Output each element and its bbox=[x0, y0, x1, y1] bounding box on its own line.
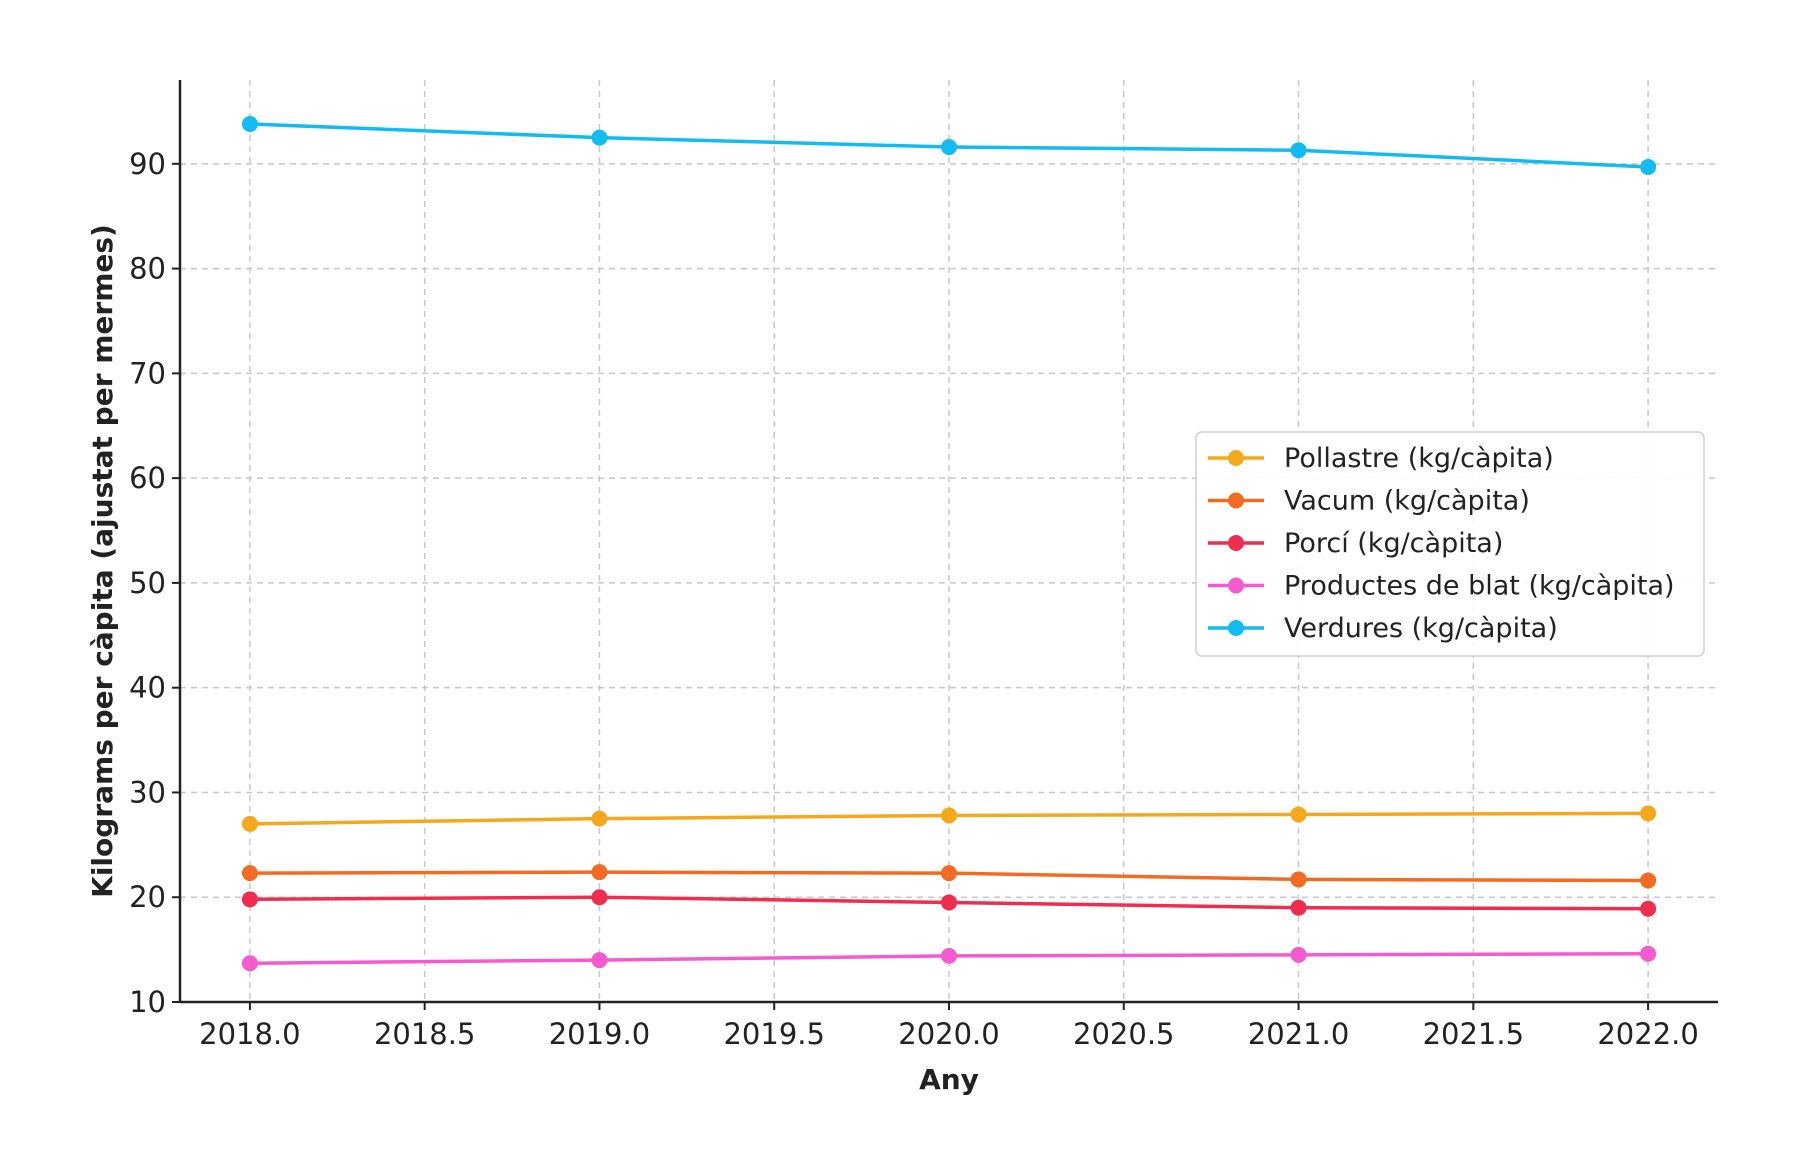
legend-item: Productes de blat (kg/càpita) bbox=[1208, 571, 1675, 602]
series-group bbox=[241, 116, 1657, 175]
legend-label: Vacum (kg/càpita) bbox=[1284, 486, 1530, 517]
data-point bbox=[1290, 871, 1307, 888]
x-tick-label: 2018.5 bbox=[374, 1017, 475, 1051]
data-point bbox=[1290, 806, 1307, 823]
data-point bbox=[1290, 142, 1307, 159]
legend-marker bbox=[1228, 620, 1244, 636]
y-tick-label: 70 bbox=[129, 356, 166, 390]
legend-marker bbox=[1228, 450, 1244, 466]
data-point bbox=[591, 952, 608, 969]
series-group bbox=[241, 805, 1657, 832]
legend-box bbox=[1195, 431, 1705, 657]
data-point bbox=[941, 865, 957, 882]
legend-label: Productes de blat (kg/càpita) bbox=[1284, 571, 1675, 602]
axes: 2018.0 2018.5 2019.0 2019.5 2020.0 2020.5 2021… bbox=[86, 80, 1718, 1096]
data-point bbox=[241, 116, 258, 133]
data-point bbox=[1640, 900, 1657, 917]
y-tick-label: 50 bbox=[129, 566, 166, 600]
series-group bbox=[241, 945, 1657, 972]
legend-marker bbox=[1228, 577, 1244, 594]
data-point bbox=[591, 810, 608, 827]
data-point bbox=[241, 865, 258, 882]
data-point bbox=[591, 864, 608, 881]
y-tick-label: 60 bbox=[129, 461, 166, 495]
data-point bbox=[941, 947, 957, 964]
y-tick-label: 10 bbox=[129, 985, 166, 1019]
legend-label: Pollastre (kg/càpita) bbox=[1284, 443, 1554, 474]
data-point bbox=[1640, 872, 1657, 889]
y-axis-title: Kilograms per càpita (ajustat per mermes… bbox=[86, 224, 119, 898]
legend-item: Porcí (kg/càpita) bbox=[1208, 528, 1503, 559]
x-axis-title: Any bbox=[919, 1063, 979, 1096]
legend-item: Verdures (kg/càpita) bbox=[1208, 613, 1558, 644]
data-point bbox=[1640, 158, 1657, 175]
y-tick-label: 20 bbox=[129, 880, 166, 914]
data-point bbox=[941, 894, 957, 911]
y-tick-label: 90 bbox=[129, 147, 166, 181]
legend-label: Porcí (kg/càpita) bbox=[1284, 528, 1503, 559]
data-point bbox=[241, 815, 258, 832]
series-group bbox=[241, 864, 1657, 889]
x-tick-label: 2020.5 bbox=[1073, 1017, 1174, 1051]
data-point bbox=[941, 139, 957, 156]
data-point bbox=[1290, 946, 1307, 963]
legend-item: Pollastre (kg/càpita) bbox=[1208, 443, 1554, 474]
legend: Pollastre (kg/càpita) Vacum (kg/càpita) Po… bbox=[1195, 431, 1705, 657]
legend-marker bbox=[1228, 492, 1244, 509]
data-point bbox=[1290, 899, 1307, 916]
legend-label: Verdures (kg/càpita) bbox=[1284, 613, 1558, 644]
y-tick-label: 30 bbox=[129, 775, 166, 809]
x-tick-label: 2021.0 bbox=[1248, 1017, 1349, 1051]
data-point bbox=[241, 891, 258, 908]
data-point bbox=[1640, 805, 1657, 822]
data-point bbox=[591, 129, 608, 146]
legend-item: Vacum (kg/càpita) bbox=[1208, 486, 1530, 517]
data-point bbox=[941, 807, 957, 824]
x-tick-label: 2021.5 bbox=[1423, 1017, 1524, 1051]
x-tick-label: 2019.0 bbox=[549, 1017, 650, 1051]
data-point bbox=[241, 955, 258, 972]
x-tick-label: 2022.0 bbox=[1597, 1017, 1698, 1051]
legend-marker bbox=[1228, 535, 1244, 551]
y-tick-label: 80 bbox=[129, 252, 166, 286]
y-tick-label: 40 bbox=[129, 671, 166, 705]
data-point bbox=[1640, 945, 1657, 962]
data-point bbox=[591, 889, 608, 906]
x-tick-label: 2018.0 bbox=[199, 1017, 300, 1051]
x-tick-label: 2019.5 bbox=[723, 1017, 824, 1051]
x-tick-label: 2020.0 bbox=[898, 1017, 999, 1051]
series-lines bbox=[241, 116, 1657, 972]
series-group bbox=[241, 889, 1657, 917]
